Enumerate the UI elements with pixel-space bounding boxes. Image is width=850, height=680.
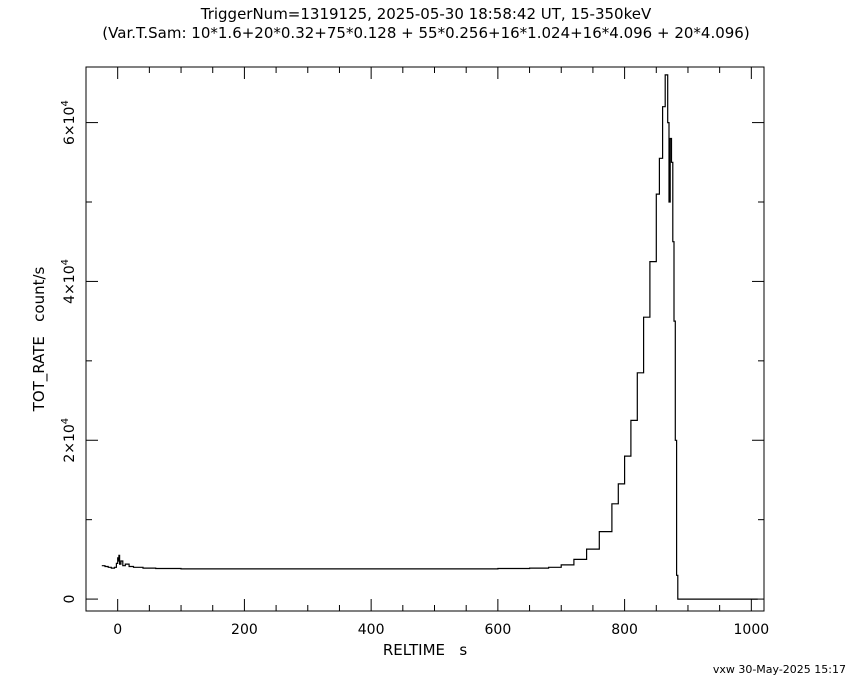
y-axis-ticks: 0 2×104 4×104 6×104 <box>60 100 764 604</box>
x-tick-label: 400 <box>358 622 385 638</box>
x-axis-ticks: 0 200 400 600 800 1000 <box>85 67 770 638</box>
x-tick-label: 800 <box>611 622 638 638</box>
y-tick-label: 2×104 <box>60 418 78 463</box>
chart-title: TriggerNum=1319125, 2025-05-30 18:58:42 … <box>200 5 652 23</box>
y-axis-label: TOT_RATE count/s <box>30 266 49 412</box>
y-tick-label: 0 <box>62 595 78 604</box>
y-tick-label: 6×104 <box>60 100 78 145</box>
x-tick-label: 600 <box>485 622 512 638</box>
plot-frame <box>85 66 765 612</box>
x-tick-label: 1000 <box>734 622 770 638</box>
x-tick-label: 0 <box>113 622 122 638</box>
y-tick-label: 4×104 <box>60 259 78 304</box>
x-axis-label: RELTIME s <box>383 641 468 659</box>
x-tick-label: 200 <box>231 622 258 638</box>
footer-stamp: vxw 30-May-2025 15:17 <box>713 663 846 676</box>
series-line <box>101 74 758 600</box>
chart-subtitle: (Var.T.Sam: 10*1.6+20*0.32+75*0.128 + 55… <box>102 24 749 42</box>
